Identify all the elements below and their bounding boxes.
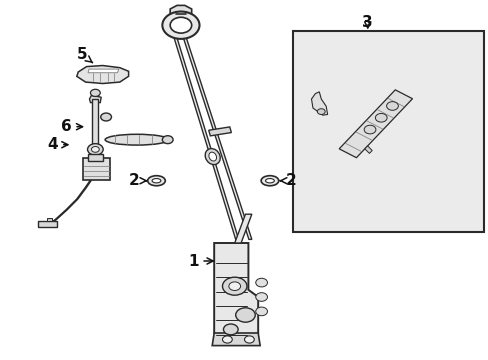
Circle shape <box>222 277 246 295</box>
Polygon shape <box>77 66 128 84</box>
Polygon shape <box>170 5 191 16</box>
Polygon shape <box>311 92 327 115</box>
Text: 3: 3 <box>362 15 372 30</box>
Circle shape <box>101 113 111 121</box>
Ellipse shape <box>208 152 216 161</box>
Circle shape <box>235 308 255 322</box>
Polygon shape <box>38 221 57 227</box>
Polygon shape <box>47 218 52 221</box>
Polygon shape <box>364 146 371 153</box>
Bar <box>92 99 98 148</box>
Polygon shape <box>174 38 238 239</box>
Circle shape <box>255 293 267 301</box>
Text: 6: 6 <box>61 119 82 134</box>
Polygon shape <box>234 214 251 243</box>
Circle shape <box>255 278 267 287</box>
Polygon shape <box>88 69 119 73</box>
Text: 5: 5 <box>77 47 92 63</box>
Circle shape <box>91 147 99 152</box>
Ellipse shape <box>265 179 274 183</box>
Bar <box>293 31 483 232</box>
Text: 4: 4 <box>47 137 68 152</box>
Circle shape <box>386 102 398 110</box>
Ellipse shape <box>147 176 165 186</box>
Polygon shape <box>339 90 412 158</box>
Bar <box>83 158 110 180</box>
Circle shape <box>87 144 103 155</box>
Circle shape <box>364 125 375 134</box>
Ellipse shape <box>162 136 173 144</box>
Ellipse shape <box>105 134 168 145</box>
Bar <box>88 154 102 161</box>
Circle shape <box>255 307 267 316</box>
Ellipse shape <box>205 149 220 165</box>
Circle shape <box>228 282 240 291</box>
Circle shape <box>222 336 232 343</box>
Text: 2: 2 <box>129 173 146 188</box>
Ellipse shape <box>261 176 278 186</box>
Circle shape <box>223 324 238 335</box>
Polygon shape <box>183 38 251 239</box>
Circle shape <box>170 17 191 33</box>
Text: 2: 2 <box>280 173 296 188</box>
Polygon shape <box>214 243 258 340</box>
Circle shape <box>375 113 386 122</box>
Text: 1: 1 <box>187 253 213 269</box>
Polygon shape <box>212 333 260 346</box>
Ellipse shape <box>152 179 161 183</box>
Circle shape <box>162 12 199 39</box>
Polygon shape <box>89 95 101 103</box>
Circle shape <box>317 109 325 114</box>
Polygon shape <box>208 127 231 136</box>
Circle shape <box>90 89 100 96</box>
Circle shape <box>244 336 254 343</box>
